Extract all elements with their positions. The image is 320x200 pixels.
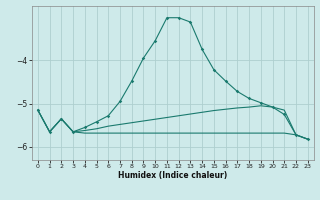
X-axis label: Humidex (Indice chaleur): Humidex (Indice chaleur): [118, 171, 228, 180]
